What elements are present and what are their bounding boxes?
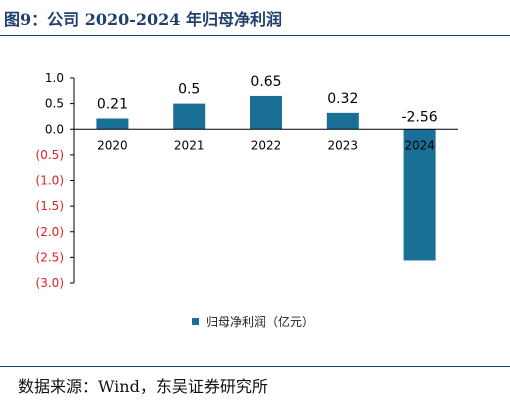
y-axis-ticks: 1.0 0.5 0.0 (0.5) (1.0) (1.5) (2.0) (2.5) (3.0) <box>36 71 74 290</box>
data-label-2024: -2.56 <box>401 109 437 125</box>
y-tick-label: 0.5 <box>45 97 64 111</box>
bar-chart: 1.00.50.0(0.5)(1.0)(1.5)(2.0)(2.5)(3.0) … <box>36 71 458 329</box>
x-label-2022: 2022 <box>251 138 282 152</box>
y-tick-label: 0.0 <box>45 122 64 136</box>
data-label-2021: 0.5 <box>178 82 200 98</box>
x-axis-labels: 2020 2021 2022 2023 2024 <box>97 138 435 152</box>
y-tick-label: (1.0) <box>36 174 64 188</box>
legend: 归母净利润（亿元） <box>192 314 314 329</box>
data-label-2022: 0.65 <box>250 74 281 90</box>
x-label-2024: 2024 <box>404 138 435 152</box>
figure-title: 图9：公司 2020-2024 年归母净利润 <box>4 10 282 29</box>
x-label-2021: 2021 <box>174 138 205 152</box>
legend-label: 归母净利润（亿元） <box>206 314 314 329</box>
bar-2021 <box>173 103 206 130</box>
source-rule <box>0 366 510 367</box>
bar-2024 <box>403 129 436 261</box>
bar-2022 <box>250 95 282 130</box>
y-tick-label: (2.5) <box>36 250 64 264</box>
source-note: 数据来源：Wind，东吴证券研究所 <box>18 377 268 396</box>
data-label-2023: 0.32 <box>327 91 358 107</box>
y-tick-label: 1.0 <box>45 71 64 85</box>
x-label-2023: 2023 <box>328 138 359 152</box>
y-tick-label: (3.0) <box>36 276 64 290</box>
legend-swatch <box>192 318 199 325</box>
y-tick-label: (1.5) <box>36 199 64 213</box>
data-labels-group: 0.21 0.5 0.65 0.32 -2.56 <box>97 74 438 125</box>
data-label-2020: 0.21 <box>97 96 128 112</box>
bar-2023 <box>326 112 359 130</box>
title-rule <box>0 35 510 36</box>
bars-group <box>96 95 436 261</box>
y-tick-label: (2.0) <box>36 225 64 239</box>
bar-2020 <box>96 118 129 130</box>
x-label-2020: 2020 <box>97 138 128 152</box>
y-tick-label: (0.5) <box>36 148 64 162</box>
